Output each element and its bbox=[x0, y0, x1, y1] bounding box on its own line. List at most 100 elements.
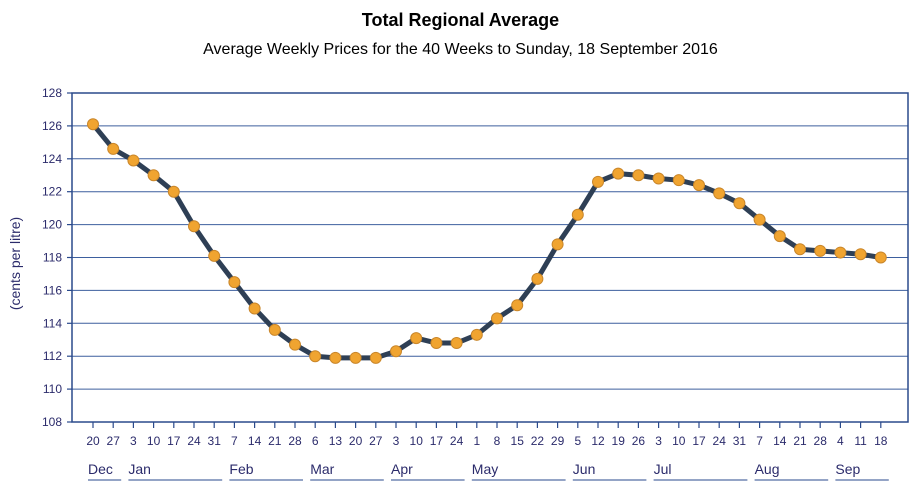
y-tick-label: 116 bbox=[43, 283, 62, 297]
y-axis-label: (cents per litre) bbox=[7, 217, 23, 310]
data-point bbox=[814, 244, 827, 257]
month-label: Feb bbox=[229, 461, 253, 477]
x-tick-label: 3 bbox=[130, 434, 137, 448]
data-point bbox=[349, 351, 362, 364]
data-point bbox=[470, 328, 483, 341]
chart-title: Total Regional Average bbox=[361, 10, 560, 30]
data-point bbox=[592, 175, 604, 188]
x-tick-label: 4 bbox=[837, 434, 844, 448]
data-point bbox=[127, 154, 140, 167]
x-tick-label: 10 bbox=[410, 434, 424, 448]
data-point bbox=[571, 208, 584, 221]
data-point bbox=[147, 169, 160, 182]
data-point bbox=[188, 220, 200, 233]
x-tick-label: 3 bbox=[393, 434, 400, 448]
data-point bbox=[511, 299, 524, 312]
x-tick-label: 7 bbox=[231, 434, 238, 448]
month-label: Jan bbox=[128, 461, 151, 477]
x-tick-label: 24 bbox=[450, 434, 464, 448]
month-label: Apr bbox=[391, 461, 413, 477]
x-tick-label: 27 bbox=[369, 434, 383, 448]
series bbox=[87, 118, 887, 364]
data-point bbox=[450, 337, 463, 350]
month-label: Aug bbox=[755, 461, 780, 477]
x-tick-label: 14 bbox=[773, 434, 787, 448]
data-point bbox=[430, 337, 443, 350]
y-tick-label: 122 bbox=[42, 185, 62, 199]
x-tick-label: 19 bbox=[612, 434, 626, 448]
x-tick-label: 1 bbox=[473, 434, 480, 448]
x-tick-label: 22 bbox=[531, 434, 545, 448]
x-tick-label: 28 bbox=[288, 434, 302, 448]
month-labels: Dec Jan Feb Mar Apr May Jun Jul Aug Sep bbox=[88, 461, 889, 481]
x-tick-label: 24 bbox=[187, 434, 201, 448]
data-point bbox=[551, 238, 564, 251]
data-point bbox=[612, 167, 625, 180]
x-tick-label: 17 bbox=[692, 434, 706, 448]
x-tick-label: 11 bbox=[854, 434, 867, 448]
month-label: Jun bbox=[573, 461, 596, 477]
y-tick-label: 120 bbox=[42, 218, 62, 232]
x-tick-label: 20 bbox=[86, 434, 100, 448]
data-point bbox=[854, 248, 867, 261]
y-tick-label: 114 bbox=[43, 316, 62, 330]
data-point bbox=[753, 213, 766, 226]
series-line bbox=[90, 121, 884, 361]
axes bbox=[67, 92, 909, 428]
x-tick-label: 15 bbox=[511, 434, 525, 448]
x-tick-label: 6 bbox=[312, 434, 319, 448]
data-point bbox=[874, 251, 887, 264]
x-tick-label: 18 bbox=[874, 434, 888, 448]
month-label: Jul bbox=[654, 461, 672, 477]
data-point bbox=[268, 323, 281, 336]
data-point bbox=[87, 118, 99, 131]
data-point bbox=[632, 169, 645, 182]
x-tick-label: 8 bbox=[494, 434, 501, 448]
month-label: May bbox=[472, 461, 498, 477]
y-tick-label: 118 bbox=[43, 251, 62, 265]
x-tick-label: 10 bbox=[672, 434, 686, 448]
gridlines bbox=[72, 125, 908, 390]
x-tick-label: 5 bbox=[574, 434, 581, 448]
data-point bbox=[248, 302, 261, 315]
month-label: Mar bbox=[310, 461, 334, 477]
data-point bbox=[410, 332, 423, 345]
x-tick-label: 13 bbox=[329, 434, 343, 448]
chart-subtitle: Average Weekly Prices for the 40 Weeks t… bbox=[203, 41, 718, 58]
y-tick-label: 124 bbox=[42, 152, 62, 166]
y-tick-label: 110 bbox=[43, 382, 62, 396]
data-point bbox=[309, 350, 322, 363]
x-tick-label: 3 bbox=[655, 434, 662, 448]
y-tick-label: 108 bbox=[42, 415, 62, 429]
data-point bbox=[167, 185, 180, 198]
data-point bbox=[733, 197, 746, 210]
data-point bbox=[773, 230, 786, 243]
x-tick-label: 12 bbox=[591, 434, 605, 448]
x-tick-label: 21 bbox=[268, 434, 282, 448]
data-point bbox=[289, 338, 301, 351]
x-tick-label: 7 bbox=[756, 434, 763, 448]
data-point bbox=[834, 246, 847, 259]
data-point bbox=[228, 276, 241, 289]
x-tick-label: 31 bbox=[208, 434, 222, 448]
data-point bbox=[491, 312, 503, 325]
data-point bbox=[713, 187, 726, 200]
data-point bbox=[672, 174, 685, 187]
x-tick-label: 29 bbox=[551, 434, 565, 448]
y-tick-label: 112 bbox=[43, 349, 62, 363]
month-label: Sep bbox=[835, 461, 860, 477]
x-tick-label: 14 bbox=[248, 434, 262, 448]
x-tick-label: 26 bbox=[632, 434, 646, 448]
data-point bbox=[794, 243, 806, 256]
x-tick-label: 24 bbox=[713, 434, 727, 448]
x-tick-label: 28 bbox=[814, 434, 828, 448]
data-point bbox=[329, 351, 342, 364]
data-point bbox=[390, 345, 402, 358]
x-tick-label: 31 bbox=[733, 434, 747, 448]
data-point bbox=[693, 179, 705, 192]
data-point bbox=[531, 272, 544, 285]
x-tick-label: 17 bbox=[167, 434, 181, 448]
x-tick-label: 10 bbox=[147, 434, 161, 448]
x-tick-label: 27 bbox=[107, 434, 121, 448]
